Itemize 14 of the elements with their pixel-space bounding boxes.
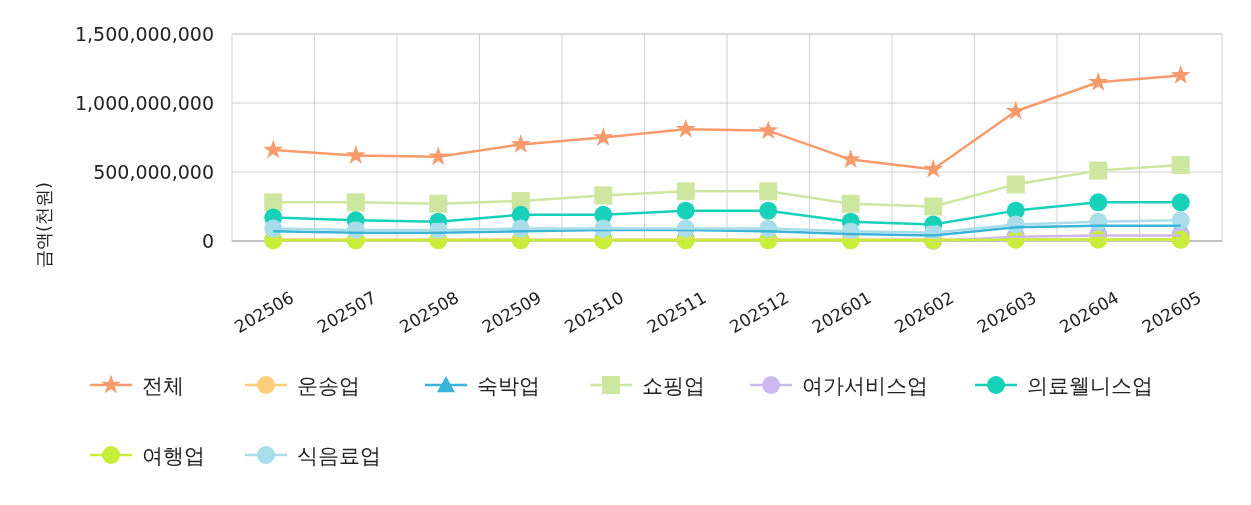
legend-label: 쇼핑업 <box>642 374 705 398</box>
legend-label: 의료웰니스업 <box>1027 374 1153 398</box>
legend-label: 숙박업 <box>477 374 540 398</box>
legend-label: 전체 <box>142 374 184 398</box>
legend-label: 여행업 <box>142 444 205 468</box>
y-tick-label: 0 <box>201 230 214 252</box>
legend-label: 식음료업 <box>297 444 381 468</box>
y-tick-label: 1,500,000,000 <box>74 23 214 45</box>
y-tick-label: 500,000,000 <box>93 161 214 183</box>
point <box>1171 156 1190 175</box>
legend-label: 여가서비스업 <box>802 374 928 398</box>
y-axis-title: 금액(천원) <box>33 181 54 269</box>
y-tick-label: 1,000,000,000 <box>74 92 214 114</box>
legend-label: 운송업 <box>297 374 360 398</box>
